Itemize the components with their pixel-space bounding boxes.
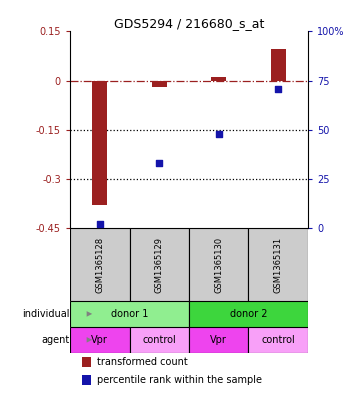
Text: GSM1365128: GSM1365128	[95, 237, 104, 293]
Bar	[130, 327, 189, 353]
Text: Vpr: Vpr	[210, 335, 227, 345]
Bar	[189, 327, 248, 353]
Text: percentile rank within the sample: percentile rank within the sample	[97, 375, 262, 385]
Bar	[189, 301, 308, 327]
Text: GSM1365129: GSM1365129	[155, 237, 164, 293]
Bar	[152, 81, 167, 86]
Text: transformed count: transformed count	[97, 357, 188, 367]
Point	[156, 160, 162, 167]
Point	[97, 221, 103, 228]
Bar	[70, 228, 130, 301]
Bar	[82, 375, 91, 385]
Bar	[92, 81, 107, 206]
Text: donor 2: donor 2	[230, 309, 267, 319]
Text: GSM1365130: GSM1365130	[214, 237, 223, 293]
Bar	[130, 228, 189, 301]
Text: control: control	[142, 335, 176, 345]
Point	[216, 131, 222, 137]
Bar	[82, 357, 91, 367]
Bar	[189, 228, 248, 301]
Text: agent: agent	[42, 335, 70, 345]
Bar	[211, 77, 226, 81]
Text: individual: individual	[22, 309, 70, 319]
Point	[275, 85, 281, 92]
Text: GSM1365131: GSM1365131	[274, 237, 283, 293]
Bar	[248, 228, 308, 301]
Text: donor 1: donor 1	[111, 309, 148, 319]
Bar	[271, 50, 286, 81]
Bar	[248, 327, 308, 353]
Bar	[70, 327, 130, 353]
Text: control: control	[261, 335, 295, 345]
Title: GDS5294 / 216680_s_at: GDS5294 / 216680_s_at	[114, 17, 264, 30]
Bar	[70, 301, 189, 327]
Text: Vpr: Vpr	[91, 335, 108, 345]
